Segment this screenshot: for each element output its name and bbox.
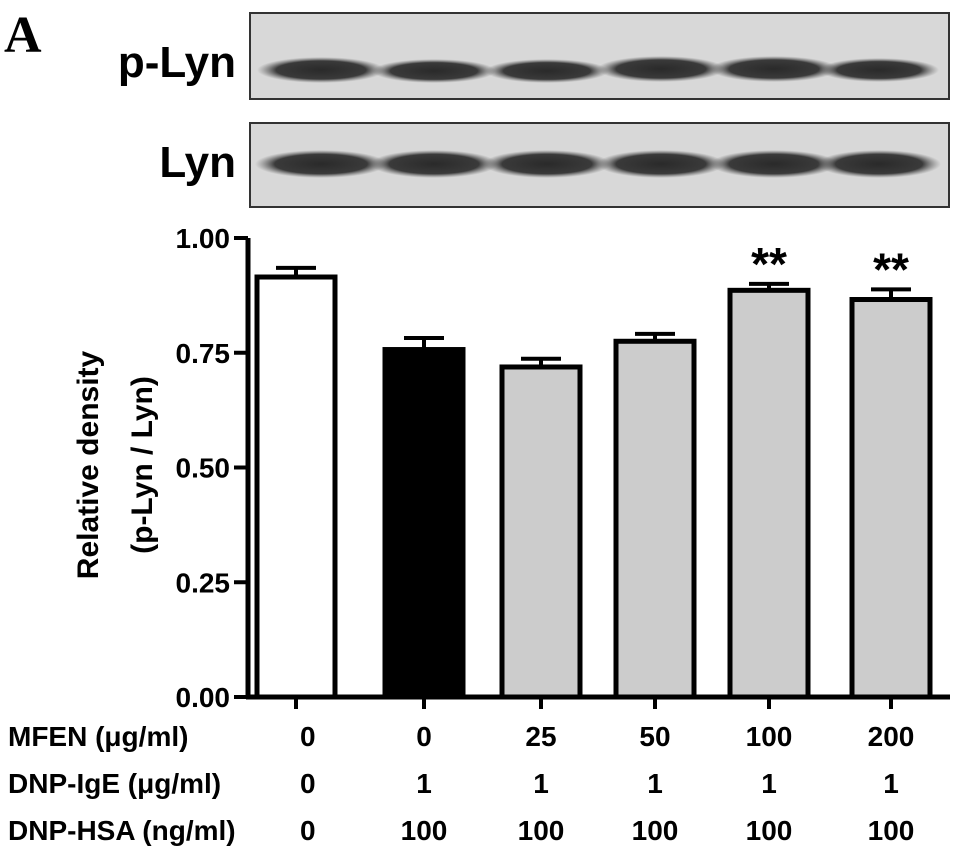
condition-value: 100 bbox=[745, 721, 793, 752]
bar bbox=[727, 287, 811, 700]
condition-value: 1 bbox=[416, 768, 432, 799]
condition-value: 100 bbox=[631, 815, 679, 846]
condition-value: 1 bbox=[647, 768, 663, 799]
condition-value: 25 bbox=[525, 721, 557, 752]
y-tick-label: 0.75 bbox=[176, 338, 231, 369]
condition-value: 0 bbox=[300, 815, 316, 846]
condition-row-label: MFEN (μg/ml) bbox=[8, 721, 189, 752]
condition-value: 100 bbox=[400, 815, 448, 846]
bar bbox=[499, 364, 583, 700]
condition-value: 100 bbox=[745, 815, 793, 846]
condition-value: 100 bbox=[517, 815, 565, 846]
bar bbox=[849, 297, 933, 700]
y-tick-label: 0.25 bbox=[176, 567, 231, 598]
bar bbox=[382, 347, 466, 700]
condition-value: 1 bbox=[761, 768, 777, 799]
condition-value: 50 bbox=[639, 721, 671, 752]
plot-area: 0.00 0.25 0.50 0.75 1.00 ** ** bbox=[176, 223, 950, 713]
condition-row-label: DNP-IgE (μg/ml) bbox=[8, 768, 222, 799]
y-tick-label: 1.00 bbox=[176, 223, 231, 254]
blot-label-p-lyn: p-Lyn bbox=[117, 38, 236, 87]
significance-label: ** bbox=[751, 238, 787, 290]
bar bbox=[613, 338, 697, 700]
significance-label: ** bbox=[873, 243, 909, 295]
blot-label-lyn: Lyn bbox=[159, 138, 236, 187]
condition-value: 1 bbox=[533, 768, 549, 799]
condition-row-label: DNP-HSA (ng/ml) bbox=[8, 815, 236, 846]
y-tick-label: 0.00 bbox=[176, 682, 231, 713]
panel-label: A bbox=[4, 7, 42, 64]
blot-image-p-lyn bbox=[249, 12, 950, 100]
bar bbox=[254, 274, 338, 700]
condition-value: 200 bbox=[867, 721, 915, 752]
y-tick-label: 0.50 bbox=[176, 453, 231, 484]
blot-image-lyn bbox=[249, 122, 950, 208]
condition-value: 0 bbox=[416, 721, 432, 752]
y-axis-label-line1: Relative density bbox=[72, 350, 105, 579]
condition-value: 0 bbox=[300, 721, 316, 752]
condition-value: 1 bbox=[883, 768, 899, 799]
y-axis-label-line2: (p-Lyn / Lyn) bbox=[126, 376, 159, 554]
condition-value: 100 bbox=[867, 815, 915, 846]
condition-value: 0 bbox=[300, 768, 316, 799]
